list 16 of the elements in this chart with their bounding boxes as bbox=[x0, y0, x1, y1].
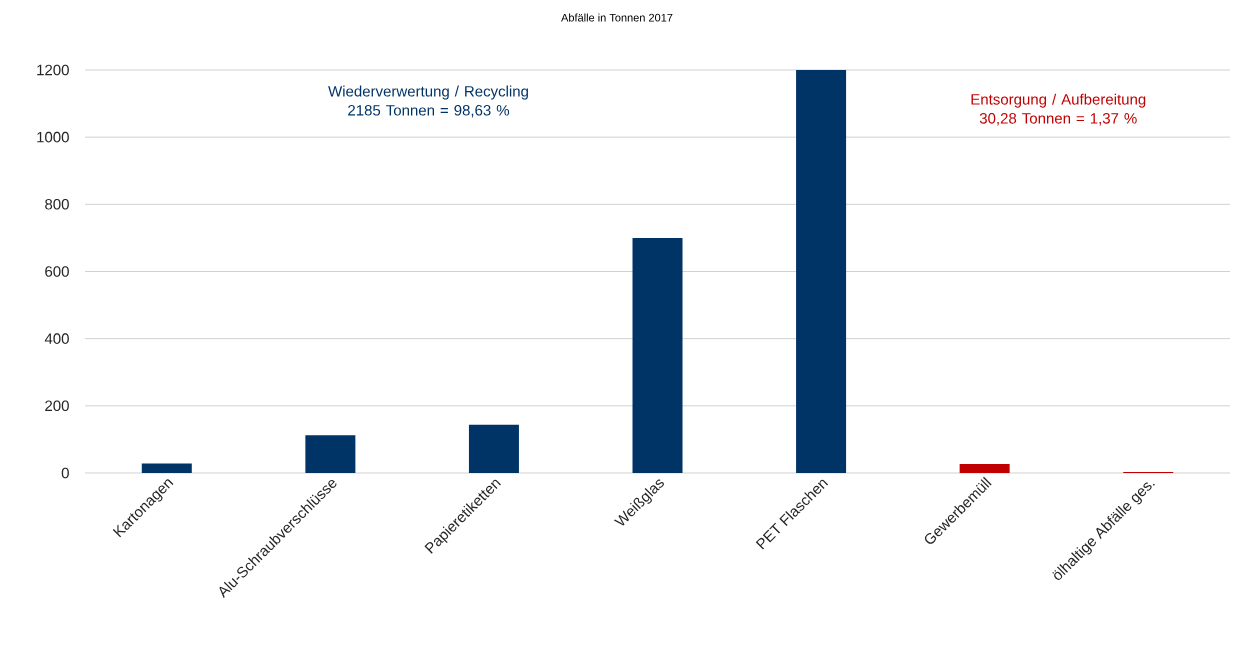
y-tick-label: 1200 bbox=[37, 64, 69, 76]
bar bbox=[468, 424, 519, 473]
chart-title: Abfälle in Tonnen 2017 bbox=[561, 13, 673, 22]
annotation: Entsorgung / Aufbereitung 30,28 Tonnen = 1,37 % bbox=[971, 93, 1146, 126]
bar bbox=[632, 237, 683, 473]
y-tick-label: 0 bbox=[61, 467, 69, 479]
bar bbox=[796, 69, 847, 473]
y-tick-label: 200 bbox=[45, 400, 69, 412]
bar bbox=[141, 463, 192, 473]
annotation: Wiederverwertung / Recycling 2185 Tonnen = 98,63 % bbox=[328, 85, 528, 118]
bar bbox=[305, 435, 356, 473]
y-tick-label: 400 bbox=[44, 333, 69, 344]
y-tick-label: 600 bbox=[45, 266, 69, 277]
y-tick-label: 1000 bbox=[37, 131, 69, 143]
y-tick-label: 800 bbox=[45, 199, 69, 210]
bar bbox=[959, 463, 1010, 473]
